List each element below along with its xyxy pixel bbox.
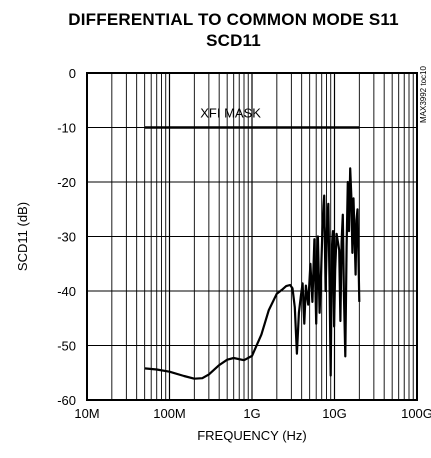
y-tick-label: -40 [57,284,76,299]
xfi-mask-label: XFI MASK [200,106,261,121]
chart-title: DIFFERENTIAL TO COMMON MODE S11 [68,10,399,29]
y-tick-label: -30 [57,230,76,245]
chart-subtitle: SCD11 [206,31,261,50]
x-axis-label: FREQUENCY (Hz) [197,428,307,443]
y-tick-label: -50 [57,339,76,354]
y-tick-label: -60 [57,393,76,408]
y-tick-label: -20 [57,175,76,190]
y-axis-label: SCD11 (dB) [15,202,30,271]
y-tick-label: 0 [69,66,76,81]
x-tick-label: 10M [74,406,99,421]
grid-lines [86,72,417,401]
x-tick-label: 100M [153,406,186,421]
x-tick-label: 1G [243,406,260,421]
scd11-curve [144,167,361,380]
x-tick-label: 100G [401,406,431,421]
x-tick-label: 10G [322,406,347,421]
y-tick-label: -10 [57,121,76,136]
series-layer [144,126,361,380]
figure-code-label: MAX3992 toc10 [419,66,428,123]
plot-frame [86,72,418,401]
tick-labels: 10M 100M 1G 10G 100G 0 -10 -20 -30 -40 -50 -60 [57,66,431,421]
